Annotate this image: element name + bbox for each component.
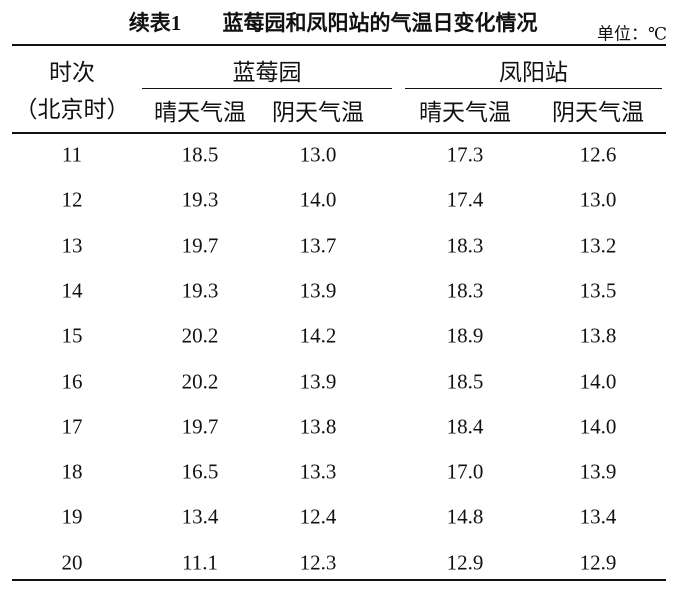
table-cell: 13.8 [579, 323, 617, 348]
table-cell: 13.0 [299, 142, 337, 167]
table-cell: 12.9 [446, 550, 484, 575]
table-cell: 13.4 [181, 504, 219, 529]
header-rule [12, 132, 666, 134]
table-cell: 12.4 [299, 504, 337, 529]
table-cell: 20.2 [181, 323, 219, 348]
column-header: 时次 [49, 60, 95, 85]
column-header: 阴天气温 [552, 100, 644, 125]
table-cell: 13 [61, 233, 83, 258]
unit: 单位：℃ [596, 24, 668, 44]
table-cell: 13.0 [579, 187, 617, 212]
table-cell: 20.2 [181, 369, 219, 393]
table-cell: 19.7 [181, 414, 219, 439]
table-cell: 17.0 [446, 459, 484, 484]
table-cell: 17.4 [446, 187, 484, 212]
table-cell: 18.4 [446, 414, 484, 439]
table-cell: 20 [61, 550, 83, 575]
column-header: 阴天气温 [272, 100, 364, 125]
group-rule [142, 88, 392, 89]
table-cell: 13.9 [299, 278, 337, 303]
table-cell: 13.9 [299, 369, 337, 393]
table-cell: 13.2 [579, 233, 617, 258]
table-cell: 13.8 [299, 414, 337, 439]
top-rule [12, 44, 666, 46]
table-cell: 19.7 [181, 233, 219, 258]
table-cell: 14.0 [299, 187, 337, 212]
table-cell: 18.9 [446, 323, 484, 348]
table-cell: 16 [61, 369, 83, 393]
table-cell: 14.0 [579, 369, 617, 393]
table-cell: 18.3 [446, 233, 484, 258]
table-cell: 18.5 [181, 142, 219, 167]
table-cell: 13.7 [299, 233, 337, 258]
table-cell: 17 [61, 414, 83, 439]
table-label: 续表1 [128, 11, 182, 35]
column-header: （北京时） [14, 97, 130, 122]
group-header: 蓝莓园 [232, 60, 302, 85]
table-cell: 19 [61, 504, 83, 529]
group-header: 凤阳站 [499, 60, 568, 85]
table-cell: 11.1 [182, 550, 218, 575]
table-cell: 13.9 [579, 459, 617, 484]
table-cell: 17.3 [446, 142, 484, 167]
table-cell: 14.0 [579, 414, 617, 439]
table-cell: 15 [61, 323, 83, 348]
table-cell: 12 [61, 187, 83, 212]
table-cell: 14.2 [299, 323, 337, 348]
column-header: 晴天气温 [154, 100, 246, 125]
table-title: 蓝莓园和凤阳站的气温日变化情况 [222, 11, 538, 35]
table-cell: 18 [61, 459, 83, 484]
table-cell: 12.9 [579, 550, 617, 575]
table-cell: 12.3 [299, 550, 337, 575]
table-cell: 13.4 [579, 504, 617, 529]
table-cell: 18.5 [446, 369, 484, 393]
bottom-rule [12, 579, 666, 581]
table-cell: 14 [61, 278, 83, 303]
table-cell: 14.8 [446, 504, 484, 529]
table-cell: 13.5 [579, 278, 617, 303]
table-cell: 13.3 [299, 459, 337, 484]
table-cell: 19.3 [181, 278, 219, 303]
table-cell: 18.3 [446, 278, 484, 303]
table-cell: 16.5 [181, 459, 219, 484]
table-cell: 11 [61, 142, 83, 167]
column-header: 晴天气温 [419, 100, 511, 125]
table-cell: 12.6 [579, 142, 617, 167]
table-cell: 19.3 [181, 187, 219, 212]
group-rule [405, 88, 662, 89]
